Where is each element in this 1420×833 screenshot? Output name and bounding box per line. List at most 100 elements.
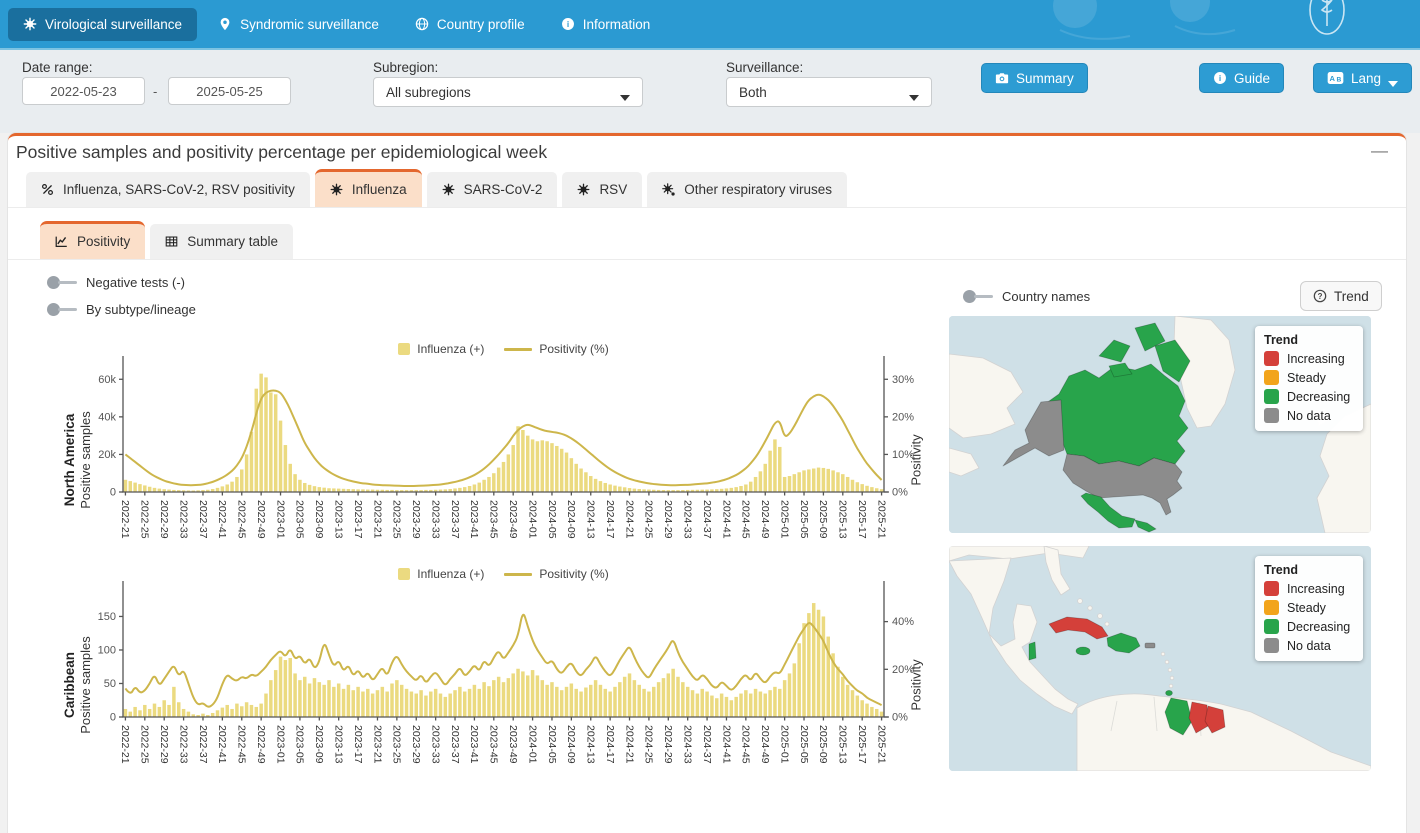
legend-label: Steady [1287, 600, 1326, 615]
legend-item-influenza[interactable]: Influenza (+) [398, 567, 484, 581]
nav-item-syndromic-surveillance[interactable]: Syndromic surveillance [203, 8, 394, 41]
svg-text:2024-01: 2024-01 [526, 725, 538, 764]
tab-sars-cov-2[interactable]: SARS-CoV-2 [426, 172, 558, 207]
bar-swatch-icon [398, 343, 411, 355]
svg-text:2024-41: 2024-41 [720, 500, 732, 539]
svg-text:2023-25: 2023-25 [391, 500, 403, 539]
svg-text:2023-17: 2023-17 [352, 725, 364, 764]
legend-label: Positivity (%) [539, 342, 609, 356]
guide-button[interactable]: i Guide [1199, 63, 1285, 93]
svg-text:2022-41: 2022-41 [216, 725, 228, 764]
svg-text:0: 0 [110, 487, 116, 499]
toggle-country-names[interactable]: Country names [963, 289, 1090, 304]
svg-text:50: 50 [104, 678, 116, 690]
north-america-trend-map[interactable]: Trend Increasing Steady Decreasing No data [949, 316, 1371, 533]
paho-logo [1309, 0, 1345, 35]
date-to-input[interactable] [168, 77, 291, 105]
guide-button-label: Guide [1234, 70, 1271, 86]
svg-text:2025-05: 2025-05 [798, 500, 810, 539]
map-trend-legend: Trend Increasing Steady Decreasing No data [1255, 556, 1363, 661]
svg-text:2022-29: 2022-29 [158, 725, 170, 764]
nav-item-label: Information [582, 16, 651, 32]
surveillance-select[interactable]: Both [726, 77, 932, 107]
toggle-by-subtype[interactable]: By subtype/lineage [47, 302, 196, 317]
svg-text:2023-05: 2023-05 [294, 500, 306, 539]
globe-icon [415, 17, 429, 31]
legend-swatch-steady [1264, 370, 1279, 385]
subregion-select[interactable]: All subregions [373, 77, 643, 107]
legend-swatch-increasing [1264, 351, 1279, 366]
toggle-negative-tests-label: Negative tests (-) [86, 275, 185, 290]
trend-help-label: Trend [1334, 288, 1369, 304]
nav-item-information[interactable]: i Information [546, 8, 666, 41]
legend-item-influenza[interactable]: Influenza (+) [398, 342, 484, 356]
map-legend-item-steady: Steady [1264, 600, 1354, 615]
svg-text:2023-09: 2023-09 [313, 725, 325, 764]
lang-button-label: Lang [1351, 70, 1382, 86]
nav-item-country-profile[interactable]: Country profile [400, 8, 540, 41]
map-legend-item-decreasing: Decreasing [1264, 619, 1354, 634]
svg-text:2022-29: 2022-29 [158, 500, 170, 539]
svg-text:2022-25: 2022-25 [139, 725, 151, 764]
svg-text:2022-25: 2022-25 [139, 500, 151, 539]
svg-text:2024-09: 2024-09 [565, 725, 577, 764]
camera-icon [995, 71, 1009, 85]
legend-swatch-decreasing [1264, 619, 1279, 634]
caribbean-trend-map[interactable]: Trend Increasing Steady Decreasing No data [949, 546, 1371, 771]
svg-text:2022-45: 2022-45 [236, 500, 248, 539]
tab-influenza-sars-cov-2-rsv-positivity[interactable]: Influenza, SARS-CoV-2, RSV positivity [26, 172, 310, 207]
chevron-down-icon [620, 89, 630, 101]
svg-text:2025-09: 2025-09 [817, 500, 829, 539]
svg-text:2025-13: 2025-13 [837, 725, 849, 764]
date-from-input[interactable] [22, 77, 145, 105]
canada-arctic-islands [1108, 362, 1133, 378]
line-swatch-icon [504, 572, 533, 576]
svg-text:2024-37: 2024-37 [701, 725, 713, 764]
svg-text:2022-21: 2022-21 [119, 500, 131, 539]
legend-item-positivity[interactable]: Positivity (%) [504, 567, 609, 581]
summary-button-label: Summary [1016, 70, 1074, 86]
svg-text:2023-33: 2023-33 [429, 725, 441, 764]
tab-rsv[interactable]: RSV [562, 172, 643, 207]
legend-swatch-no_data [1264, 408, 1279, 423]
svg-text:30%: 30% [892, 374, 914, 386]
tab-positivity[interactable]: Positivity [40, 221, 146, 259]
legend-item-positivity[interactable]: Positivity (%) [504, 342, 609, 356]
summary-button[interactable]: Summary [981, 63, 1088, 93]
svg-text:10%: 10% [892, 449, 914, 461]
line-swatch-icon [504, 347, 533, 351]
svg-text:2023-41: 2023-41 [468, 725, 480, 764]
nav-item-label: Virological surveillance [45, 16, 183, 32]
trend-help-button[interactable]: ? Trend [1300, 281, 1382, 311]
svg-text:2023-37: 2023-37 [449, 500, 461, 539]
tab-other-respiratory-viruses[interactable]: Other respiratory viruses [647, 172, 847, 207]
svg-text:2023-09: 2023-09 [313, 500, 325, 539]
svg-text:2023-45: 2023-45 [488, 500, 500, 539]
suriname [1188, 701, 1209, 734]
nav-item-label: Syndromic surveillance [240, 16, 379, 32]
svg-text:2025-17: 2025-17 [856, 725, 868, 764]
view-tabs: Positivity Summary table [8, 221, 1406, 260]
chart-legend: Influenza (+) Positivity (%) [123, 342, 884, 356]
svg-text:2023-13: 2023-13 [332, 725, 344, 764]
tab-influenza[interactable]: Influenza [314, 169, 422, 207]
legend-label: Steady [1287, 370, 1326, 385]
svg-text:2024-09: 2024-09 [565, 500, 577, 539]
toggle-country-names-label: Country names [1002, 289, 1091, 304]
tab-label: Influenza, SARS-CoV-2, RSV positivity [63, 182, 295, 197]
svg-text:100: 100 [98, 645, 116, 657]
svg-text:2023-01: 2023-01 [274, 725, 286, 764]
collapse-panel-button[interactable]: — [1371, 141, 1388, 160]
subregion-value: All subregions [386, 84, 471, 100]
toggle-negative-tests[interactable]: Negative tests (-) [47, 275, 185, 290]
svg-text:2024-25: 2024-25 [643, 725, 655, 764]
nav-item-virological-surveillance[interactable]: Virological surveillance [8, 7, 198, 41]
svg-text:2022-33: 2022-33 [177, 500, 189, 539]
virus-other-icon [662, 183, 675, 196]
svg-text:20%: 20% [892, 664, 914, 676]
tab-summary-table[interactable]: Summary table [150, 224, 294, 259]
svg-text:2023-21: 2023-21 [371, 500, 383, 539]
central-america [1134, 519, 1157, 533]
tab-label: RSV [599, 182, 628, 197]
